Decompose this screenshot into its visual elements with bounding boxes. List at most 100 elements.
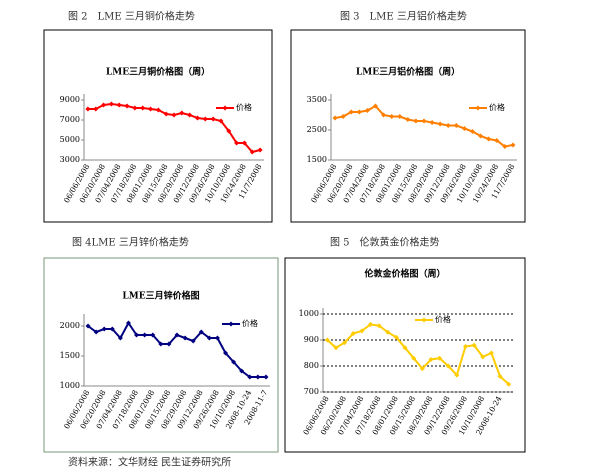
point xyxy=(359,328,365,334)
point xyxy=(393,334,399,340)
legend-label: 价格 xyxy=(242,318,258,328)
y-tick-label: 7000 xyxy=(60,115,80,124)
point xyxy=(413,118,419,124)
chart-title: LME三月铝价格图（周） xyxy=(356,66,460,78)
series-line xyxy=(326,323,510,385)
point xyxy=(333,345,339,351)
point xyxy=(488,350,494,356)
point xyxy=(497,373,503,379)
point xyxy=(385,329,391,335)
point xyxy=(116,102,122,108)
point xyxy=(453,123,459,128)
chart-frame xyxy=(43,29,273,223)
point xyxy=(405,117,411,122)
y-tick-label: 3000 xyxy=(60,155,80,164)
point xyxy=(471,342,477,348)
point xyxy=(187,112,193,118)
point xyxy=(429,120,435,125)
point xyxy=(101,102,107,108)
point xyxy=(356,109,362,115)
point xyxy=(190,338,196,344)
point xyxy=(223,350,229,356)
y-tick-label: 700 xyxy=(304,387,319,396)
y-tick-label: 2500 xyxy=(307,125,327,134)
point xyxy=(166,341,172,347)
point xyxy=(214,335,220,341)
point xyxy=(247,374,253,380)
point xyxy=(494,138,500,143)
y-tick-label: 5000 xyxy=(60,135,80,144)
point xyxy=(194,115,200,121)
point xyxy=(437,121,443,127)
point xyxy=(397,114,403,119)
point xyxy=(364,108,370,113)
point xyxy=(263,374,269,380)
point xyxy=(226,128,232,134)
point xyxy=(348,109,354,115)
point xyxy=(454,372,460,378)
y-tick-label: 1500 xyxy=(307,155,327,164)
point xyxy=(241,140,247,146)
y-tick-label: 1000 xyxy=(299,309,319,318)
point xyxy=(179,110,185,116)
point xyxy=(206,335,212,341)
y-tick-label: 1500 xyxy=(60,351,80,360)
point xyxy=(132,105,138,111)
y-tick-label: 2000 xyxy=(60,321,80,330)
point xyxy=(437,355,443,361)
point xyxy=(389,114,395,119)
point xyxy=(419,366,425,372)
legend-label: 价格 xyxy=(489,102,505,112)
point xyxy=(372,103,378,109)
point xyxy=(249,149,255,155)
y-tick-label: 900 xyxy=(304,335,319,344)
point xyxy=(148,106,154,112)
caption: 图 2 LME 三月铜价格走势 xyxy=(68,10,195,23)
point xyxy=(198,329,204,335)
point xyxy=(124,103,130,109)
caption: 图 5 伦敦黄金价格走势 xyxy=(330,236,440,249)
point xyxy=(478,133,484,139)
point xyxy=(486,136,492,142)
chart-title: LME三月锌价格图 xyxy=(122,290,199,302)
point xyxy=(93,329,99,335)
point xyxy=(368,321,373,327)
point xyxy=(502,144,508,149)
point xyxy=(340,114,346,119)
chart-title: 伦敦金价格图（周） xyxy=(364,268,445,280)
point xyxy=(402,345,408,351)
chart-frame xyxy=(290,29,526,223)
point xyxy=(182,335,188,341)
y-tick-label: 1000 xyxy=(60,381,80,390)
legend-label: 价格 xyxy=(236,102,252,112)
point xyxy=(461,126,467,131)
point xyxy=(332,115,338,121)
point xyxy=(142,332,148,338)
legend-marker xyxy=(475,105,481,111)
point xyxy=(108,101,114,107)
point xyxy=(257,147,263,153)
y-tick-label: 800 xyxy=(304,361,319,370)
legend-label: 价格 xyxy=(435,314,451,324)
point xyxy=(163,111,169,117)
point xyxy=(324,337,330,343)
point xyxy=(158,341,164,347)
y-tick-label: 3500 xyxy=(307,95,327,104)
point xyxy=(463,344,468,349)
point xyxy=(109,326,115,332)
point xyxy=(174,332,180,338)
legend-marker xyxy=(421,317,427,323)
point xyxy=(342,340,348,346)
point xyxy=(411,355,417,361)
point xyxy=(85,106,91,112)
source: 资料来源：文华财经 民生证券研究所 xyxy=(68,456,231,469)
point xyxy=(85,323,91,329)
chart-title: LME三月铜价格图（周） xyxy=(106,66,210,78)
point xyxy=(125,320,131,326)
point xyxy=(480,354,486,360)
point xyxy=(140,105,146,111)
point xyxy=(155,107,161,113)
point xyxy=(202,116,208,122)
